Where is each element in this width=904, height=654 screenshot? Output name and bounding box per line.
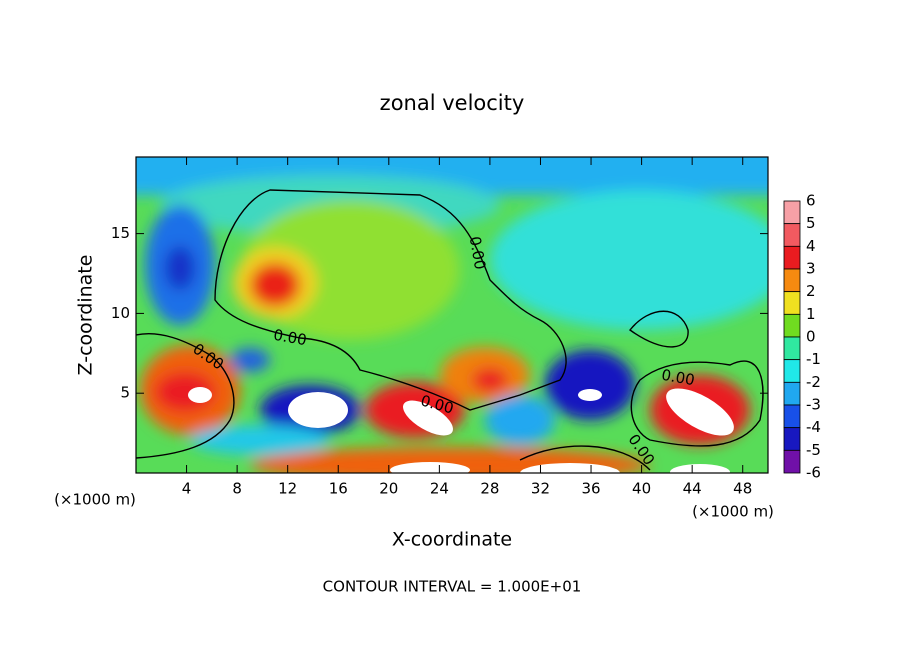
extreme-region bbox=[188, 387, 212, 403]
colorbar-label: 3 bbox=[806, 260, 816, 278]
contour-line bbox=[136, 333, 235, 459]
colorbar-box bbox=[783, 268, 801, 293]
contour-label: 0.00 bbox=[272, 326, 308, 350]
contour-label: 0.00 bbox=[660, 366, 696, 390]
colorbar-label: -2 bbox=[806, 373, 821, 391]
contour-line bbox=[630, 360, 764, 447]
colorbar-box bbox=[783, 427, 801, 451]
x-tick-label: 48 bbox=[733, 480, 752, 498]
colorbar-box bbox=[783, 336, 801, 361]
x-unit-label: (×1000 m) bbox=[54, 491, 136, 509]
colorbar-label: 1 bbox=[806, 305, 816, 323]
colorbar-label: 4 bbox=[806, 237, 816, 255]
y-axis-label: Z-coordinate bbox=[75, 255, 97, 376]
x-tick-label: 40 bbox=[632, 480, 651, 498]
x-tick-label: 36 bbox=[581, 480, 600, 498]
colorbar-box bbox=[783, 449, 801, 474]
chart-title: zonal velocity bbox=[380, 91, 525, 115]
x-tick-label: 16 bbox=[329, 480, 348, 498]
colorbar-box bbox=[783, 359, 801, 383]
colorbar-label: -5 bbox=[806, 441, 821, 459]
x-unit-label: (×1000 m) bbox=[692, 503, 774, 521]
extreme-region bbox=[670, 464, 730, 473]
colorbar-label: -1 bbox=[806, 350, 821, 368]
y-tick-label: 15 bbox=[111, 224, 130, 242]
colorbar-label: 0 bbox=[806, 328, 816, 346]
y-tick-label: 5 bbox=[120, 384, 130, 402]
colorbar-label: -4 bbox=[806, 418, 821, 436]
colorbar-box bbox=[783, 200, 801, 225]
colorbar-box bbox=[783, 223, 801, 247]
plot-frame bbox=[135, 156, 769, 474]
x-tick-label: 20 bbox=[379, 480, 398, 498]
field bbox=[136, 157, 768, 473]
extreme-region bbox=[578, 389, 602, 401]
colorbar-label: 2 bbox=[806, 282, 816, 300]
extreme-region bbox=[403, 400, 453, 436]
colorbar-box bbox=[783, 381, 801, 406]
x-tick-label: 44 bbox=[683, 480, 702, 498]
colorbar-label: 5 bbox=[806, 214, 816, 232]
extreme-region bbox=[666, 388, 734, 436]
footer-note: CONTOUR INTERVAL = 1.000E+01 bbox=[323, 578, 582, 596]
x-tick-label: 28 bbox=[480, 480, 499, 498]
contour-line bbox=[214, 189, 567, 411]
extreme-region bbox=[288, 392, 348, 428]
colorbar-box bbox=[783, 313, 801, 338]
colorbar-label: -6 bbox=[806, 464, 821, 482]
contour-line bbox=[519, 445, 651, 471]
contour-line bbox=[628, 310, 689, 348]
x-axis-label: X-coordinate bbox=[392, 529, 512, 551]
colorbar-box bbox=[783, 291, 801, 315]
extreme-region bbox=[520, 463, 620, 473]
colorbar-label: 6 bbox=[806, 192, 816, 210]
extreme-region bbox=[390, 462, 470, 473]
colorbar-label: -3 bbox=[806, 396, 821, 414]
y-tick-label: 10 bbox=[111, 304, 130, 322]
colorbar-box bbox=[783, 404, 801, 429]
x-tick-label: 32 bbox=[531, 480, 550, 498]
x-tick-label: 4 bbox=[182, 480, 192, 498]
x-tick-label: 24 bbox=[430, 480, 449, 498]
x-tick-label: 12 bbox=[278, 480, 297, 498]
x-tick-label: 8 bbox=[232, 480, 242, 498]
colorbar-box bbox=[783, 245, 801, 270]
contour-label: 0.00 bbox=[466, 235, 490, 271]
